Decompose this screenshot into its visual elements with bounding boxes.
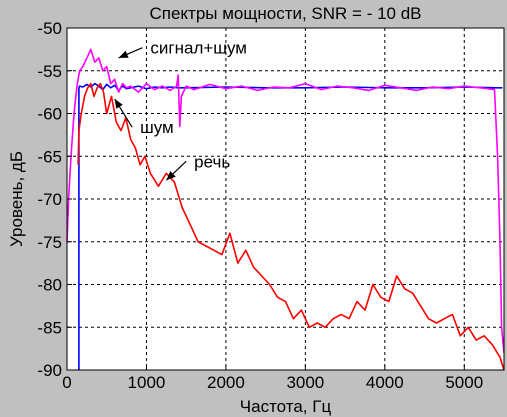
y-tick-label: -85 bbox=[37, 318, 62, 337]
annotation-label: речь bbox=[194, 152, 230, 171]
y-tick-label: -75 bbox=[37, 233, 62, 252]
x-tick-label: 3000 bbox=[286, 373, 324, 392]
x-tick-label: 2000 bbox=[207, 373, 245, 392]
x-axis-label: Частота, Гц bbox=[240, 397, 332, 416]
annotation-arrow-head bbox=[118, 50, 129, 58]
y-tick-label: -50 bbox=[37, 19, 62, 38]
y-tick-label: -90 bbox=[37, 361, 62, 380]
chart-title: Спектры мощности, SNR = - 10 dB bbox=[149, 4, 421, 23]
y-tick-label: -70 bbox=[37, 190, 62, 209]
y-tick-label: -55 bbox=[37, 62, 62, 81]
annotation-label: сигнал+шум bbox=[150, 39, 247, 58]
annotation-arrow-head bbox=[166, 171, 176, 181]
y-tick-label: -60 bbox=[37, 105, 62, 124]
grid bbox=[67, 28, 504, 370]
series-line-3 bbox=[77, 82, 505, 371]
annotation-label: шум bbox=[140, 118, 174, 137]
y-axis-label: Уровень, дБ bbox=[7, 151, 26, 247]
x-tick-label: 4000 bbox=[366, 373, 404, 392]
x-tick-label: 5000 bbox=[445, 373, 483, 392]
annotation-arrow-head bbox=[114, 99, 123, 109]
y-tick-label: -80 bbox=[37, 276, 62, 295]
series-line-2 bbox=[66, 48, 505, 353]
x-tick-label: 1000 bbox=[128, 373, 166, 392]
y-tick-label: -65 bbox=[37, 147, 62, 166]
x-tick-label: 0 bbox=[62, 373, 71, 392]
